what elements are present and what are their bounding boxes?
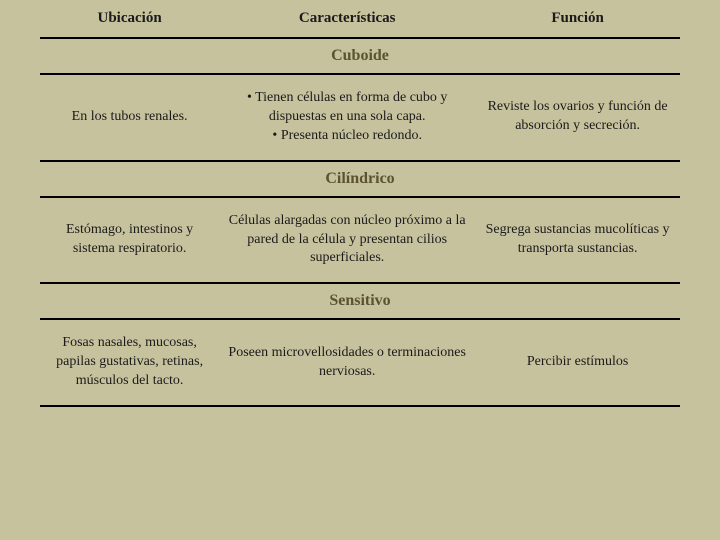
cell-funcion: Percibir estímulos	[475, 319, 680, 406]
table-row: Fosas nasales, mucosas, papilas gustativ…	[40, 319, 680, 406]
table-header-row: Ubicación Características Función	[40, 6, 680, 38]
table-row: Estómago, intestinos y sistema respirato…	[40, 197, 680, 284]
header-ubicacion: Ubicación	[40, 6, 219, 38]
cell-caracteristicas: Células alargadas con núcleo próximo a l…	[219, 197, 475, 284]
cell-caracteristicas: • Tienen células en forma de cubo y disp…	[219, 74, 475, 161]
section-title-row: Sensitivo	[40, 283, 680, 319]
header-funcion: Función	[475, 6, 680, 38]
cell-funcion: Segrega sustancias mucolíticas y transpo…	[475, 197, 680, 284]
section-title: Cilíndrico	[40, 161, 680, 197]
cell-funcion: Reviste los ovarios y función de absorci…	[475, 74, 680, 161]
section-title: Cuboide	[40, 38, 680, 74]
section-title-row: Cuboide	[40, 38, 680, 74]
cell-ubicacion: Estómago, intestinos y sistema respirato…	[40, 197, 219, 284]
epithelial-tissue-table: Ubicación Características Función Cuboid…	[40, 6, 680, 407]
header-caracteristicas: Características	[219, 6, 475, 38]
cell-ubicacion: Fosas nasales, mucosas, papilas gustativ…	[40, 319, 219, 406]
table-row: En los tubos renales. • Tienen células e…	[40, 74, 680, 161]
cell-ubicacion: En los tubos renales.	[40, 74, 219, 161]
section-title: Sensitivo	[40, 283, 680, 319]
section-title-row: Cilíndrico	[40, 161, 680, 197]
cell-caracteristicas: Poseen microvellosidades o terminaciones…	[219, 319, 475, 406]
